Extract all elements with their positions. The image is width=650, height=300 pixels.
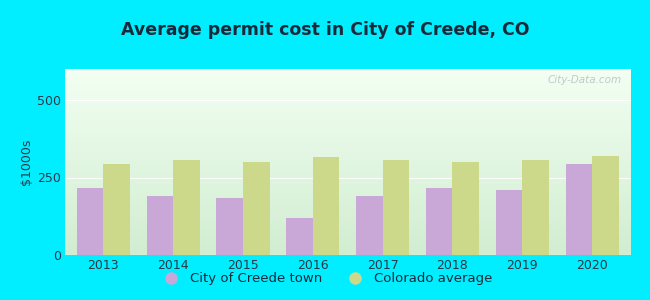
Bar (566, 164, 592, 255)
Bar (77, 188, 103, 255)
Bar (103, 164, 130, 255)
Y-axis label: $1000s: $1000s (20, 139, 32, 185)
Bar (173, 160, 200, 255)
Bar (147, 196, 173, 255)
Bar (313, 157, 339, 255)
Text: Average permit cost in City of Creede, CO: Average permit cost in City of Creede, C… (121, 21, 529, 39)
Bar (592, 156, 619, 255)
Bar (426, 188, 452, 255)
Bar (383, 160, 410, 255)
Bar (496, 190, 523, 255)
Bar (216, 198, 243, 255)
Text: City-Data.com: City-Data.com (548, 75, 622, 85)
Bar (286, 218, 313, 255)
Bar (243, 162, 270, 255)
Bar (356, 196, 383, 255)
Bar (452, 162, 479, 255)
Bar (523, 160, 549, 255)
Legend: City of Creede town, Colorado average: City of Creede town, Colorado average (153, 267, 497, 290)
